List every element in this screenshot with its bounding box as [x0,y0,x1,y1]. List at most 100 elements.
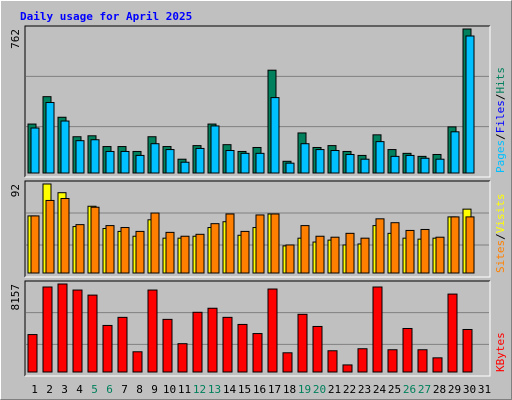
bar [72,289,83,373]
bar [297,313,308,373]
bar [177,343,188,373]
x-tick-label: 26 [403,383,416,396]
x-tick-label: 12 [193,383,206,396]
bar [450,216,460,274]
x-tick-label: 28 [433,383,446,396]
bar [90,139,100,174]
bar [420,157,430,174]
x-tick-label: 6 [106,383,113,396]
bar [390,222,400,274]
bar [327,350,338,373]
x-tick-label: 29 [448,383,461,396]
bar [315,149,325,174]
x-tick-label: 23 [358,383,371,396]
bar [105,225,115,274]
bar [30,127,40,174]
bar [135,230,145,274]
bar [285,244,295,274]
bar [435,236,445,274]
x-tick-label: 30 [463,383,476,396]
bar [225,150,235,174]
x-tick-label: 13 [208,383,221,396]
bar [195,147,205,174]
bar [465,35,475,174]
bar [222,316,233,373]
bar [120,227,130,274]
bar [402,327,413,373]
y-tick-label: 92 [9,184,22,197]
x-tick-label: 31 [478,383,491,396]
bar [105,150,115,174]
bar [150,212,160,274]
bar [165,149,175,174]
x-tick-label: 15 [238,383,251,396]
panel-border-light [25,281,491,377]
bar [267,288,278,373]
legend-separator: / [494,133,507,140]
bar [360,237,370,274]
chart-title: Daily usage for April 2025 [20,10,192,23]
x-tick-label: 3 [61,383,68,396]
legend-item: Files [494,100,507,133]
bar [450,131,460,174]
bar [195,233,205,274]
bar [207,307,218,373]
bar [345,232,355,274]
bar [417,349,428,373]
bar [75,140,85,174]
bar [330,150,340,174]
legend-item: Pages [494,140,507,173]
bar [375,218,385,274]
x-tick-label: 8 [136,383,143,396]
bar [387,349,398,373]
bar [132,351,143,373]
bar [345,153,355,174]
bar [180,161,190,174]
bar [192,311,203,373]
panel-border-light [25,181,491,278]
bar [405,229,415,274]
bar [405,154,415,174]
legend-separator: / [494,94,507,101]
bar [45,199,55,274]
bar [30,215,40,274]
legend: Pages/Files/Hits [494,67,507,173]
bar [240,230,250,274]
x-tick-label: 9 [151,383,158,396]
bar [147,289,158,373]
bar [42,286,53,373]
legend-separator: / [494,233,507,240]
legend-item: KBytes [494,332,507,372]
panel-border-light [25,26,491,178]
bar [270,97,280,174]
bar [90,206,100,274]
x-tick-label: 16 [253,383,266,396]
bar [312,325,323,373]
bar [375,141,385,174]
bar [252,333,263,373]
bar [282,352,293,373]
bar [432,357,443,373]
x-tick-label: 7 [121,383,128,396]
bar [255,214,265,274]
x-tick-label: 4 [76,383,83,396]
x-tick-label: 1 [31,383,38,396]
bar [300,225,310,274]
x-tick-label: 19 [298,383,311,396]
y-tick-label: 762 [9,29,22,49]
x-tick-label: 11 [178,383,191,396]
bar [465,216,475,274]
bar [87,294,98,373]
x-tick-label: 2 [46,383,53,396]
panel-border-dark [24,25,490,177]
x-tick-label: 18 [283,383,296,396]
bar [372,286,383,373]
y-tick-label: 8157 [9,284,22,311]
x-tick-label: 22 [343,383,356,396]
panel-border-dark [24,180,490,277]
bar [435,158,445,174]
bar [60,198,70,274]
bar [162,318,173,373]
